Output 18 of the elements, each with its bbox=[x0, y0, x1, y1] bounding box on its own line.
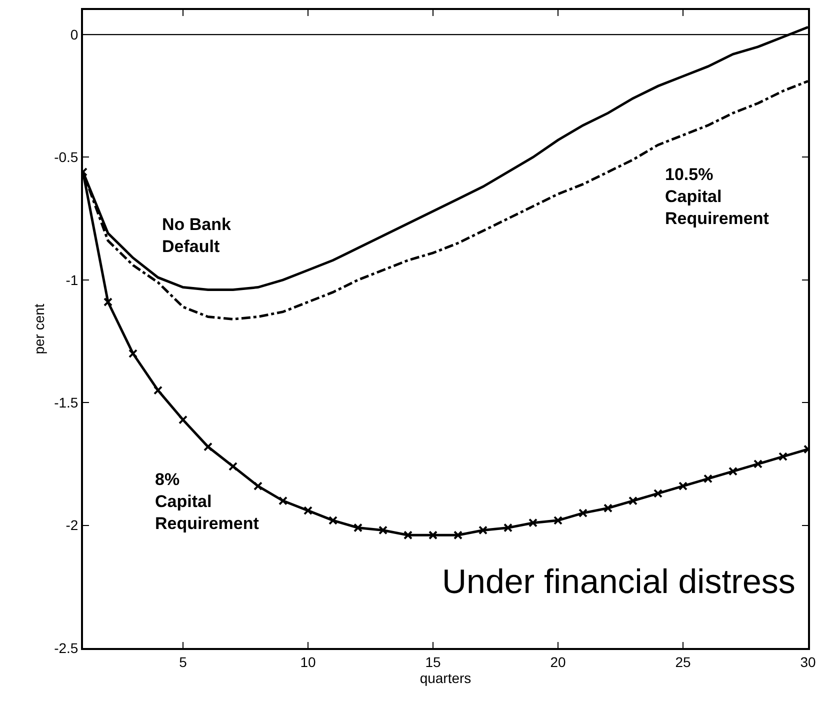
series-label: No Bank Default bbox=[162, 215, 232, 256]
annotation: Under financial distress bbox=[442, 563, 796, 601]
x-tick-label: 5 bbox=[179, 654, 188, 670]
y-tick-label: -2 bbox=[66, 517, 78, 534]
y-tick-label: 0 bbox=[70, 26, 78, 42]
y-tick-label: -1 bbox=[66, 272, 78, 288]
series-label: 10.5% Capital Requirement bbox=[665, 165, 770, 228]
x-tick-label: 25 bbox=[675, 654, 691, 670]
y-tick-label: -1.5 bbox=[54, 394, 78, 411]
x-axis-title: quarters bbox=[420, 670, 472, 686]
y-tick-label: -0.5 bbox=[54, 149, 78, 166]
x-tick-label: 10 bbox=[300, 654, 316, 670]
x-tick-label: 15 bbox=[425, 654, 441, 670]
x-tick-label: 30 bbox=[800, 654, 816, 670]
series-label: 8% Capital Requirement bbox=[155, 470, 260, 534]
y-axis-title: per cent bbox=[31, 304, 48, 354]
y-tick-label: -2.5 bbox=[54, 640, 78, 656]
x-tick-label: 20 bbox=[550, 654, 566, 670]
